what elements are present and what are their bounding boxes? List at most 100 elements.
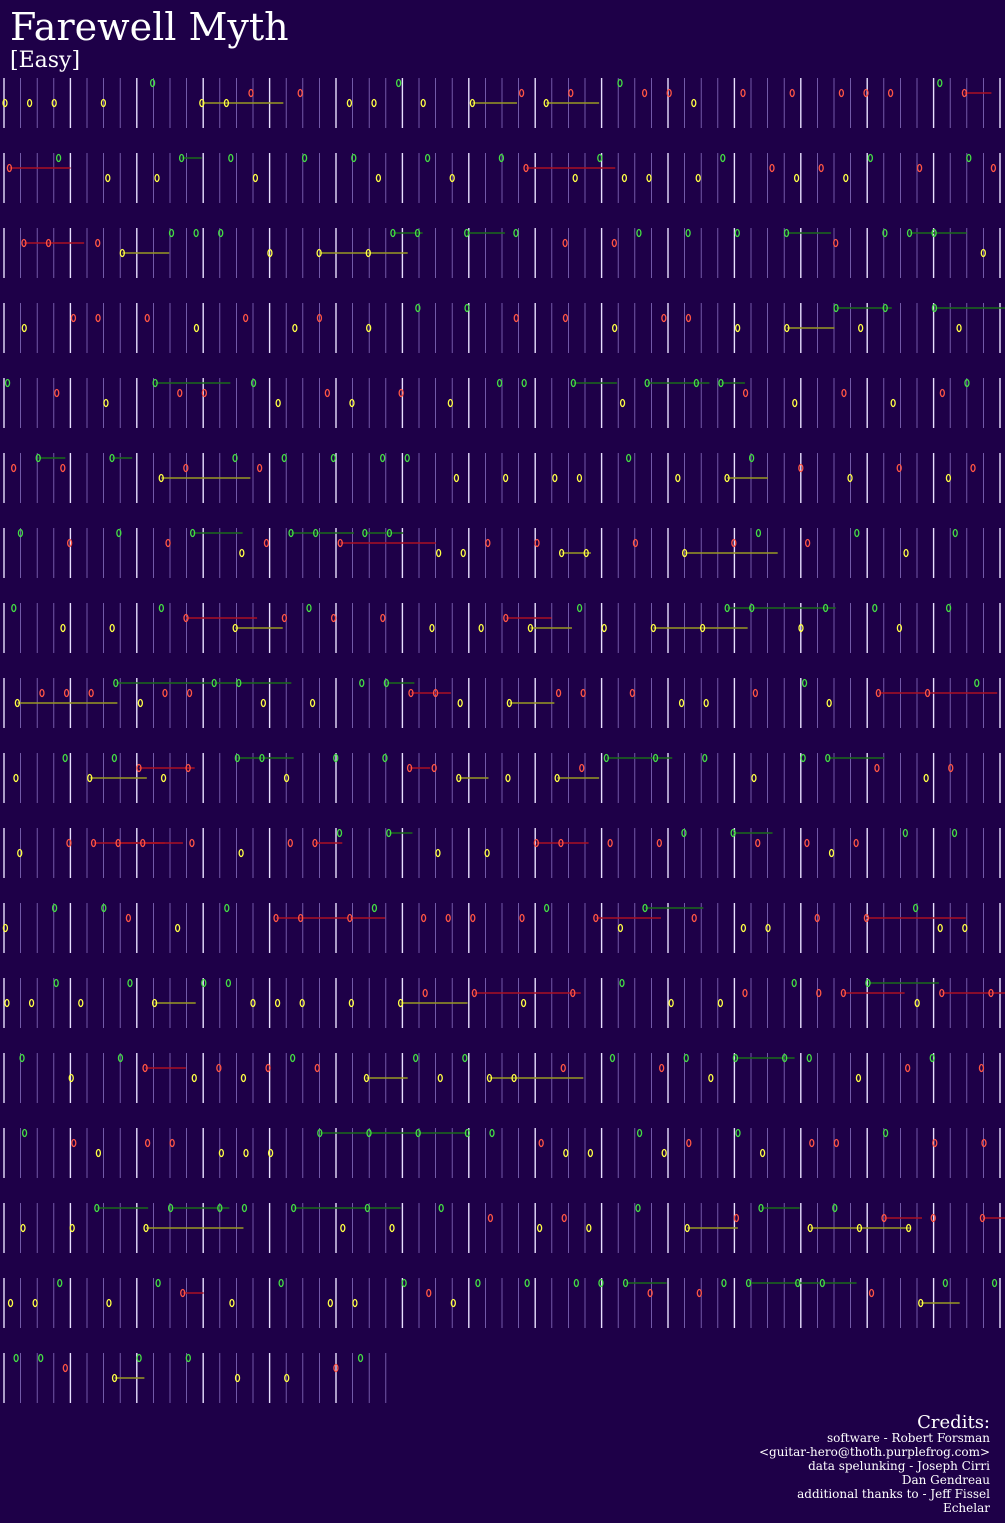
note bbox=[693, 378, 700, 388]
note bbox=[945, 473, 952, 483]
note bbox=[457, 698, 463, 708]
difficulty: [Easy] bbox=[10, 48, 80, 73]
note bbox=[51, 98, 57, 108]
note bbox=[168, 228, 175, 238]
note bbox=[755, 838, 761, 848]
note bbox=[218, 1148, 225, 1158]
note bbox=[330, 613, 337, 623]
note bbox=[489, 1128, 495, 1138]
note bbox=[962, 923, 968, 933]
note bbox=[51, 903, 58, 913]
note bbox=[659, 1063, 665, 1073]
note bbox=[939, 988, 945, 998]
note bbox=[521, 378, 527, 388]
note bbox=[386, 828, 392, 838]
note bbox=[113, 678, 119, 688]
note bbox=[142, 1063, 148, 1073]
note bbox=[189, 838, 195, 848]
note bbox=[826, 698, 832, 708]
note bbox=[105, 173, 111, 183]
note bbox=[462, 1053, 468, 1063]
note bbox=[916, 163, 923, 173]
note bbox=[143, 1223, 149, 1233]
note bbox=[401, 1278, 407, 1288]
note bbox=[570, 378, 577, 388]
note bbox=[180, 1288, 186, 1298]
note bbox=[404, 453, 410, 463]
note bbox=[964, 378, 970, 388]
note bbox=[390, 228, 396, 238]
note bbox=[527, 623, 534, 633]
note bbox=[21, 1128, 28, 1138]
note bbox=[109, 453, 115, 463]
note bbox=[580, 688, 586, 698]
note bbox=[708, 1073, 714, 1083]
note bbox=[158, 473, 164, 483]
note bbox=[819, 1278, 825, 1288]
note bbox=[520, 998, 527, 1008]
note bbox=[865, 978, 871, 988]
credit-line: <guitar-hero@thoth.purplefrog.com> bbox=[759, 1445, 990, 1459]
note bbox=[183, 463, 189, 473]
note bbox=[265, 1063, 271, 1073]
note bbox=[735, 1128, 741, 1138]
note bbox=[629, 688, 636, 698]
note bbox=[956, 323, 962, 333]
credits: Credits: software - Robert Forsman<guita… bbox=[759, 1412, 990, 1515]
note bbox=[644, 378, 650, 388]
note bbox=[825, 753, 831, 763]
note bbox=[856, 1223, 863, 1233]
note bbox=[740, 88, 746, 98]
note bbox=[26, 98, 33, 108]
note bbox=[740, 923, 747, 933]
note bbox=[39, 688, 45, 698]
note bbox=[534, 538, 540, 548]
note bbox=[239, 548, 245, 558]
note bbox=[464, 303, 470, 313]
note bbox=[906, 228, 913, 238]
note bbox=[306, 603, 312, 613]
note bbox=[432, 688, 439, 698]
note bbox=[398, 388, 404, 398]
note bbox=[349, 398, 355, 408]
note bbox=[165, 538, 171, 548]
note bbox=[351, 153, 357, 163]
note bbox=[847, 473, 853, 483]
note bbox=[568, 88, 574, 98]
note bbox=[930, 1213, 936, 1223]
note bbox=[243, 1148, 249, 1158]
note bbox=[807, 1223, 813, 1233]
note bbox=[20, 1223, 26, 1233]
note bbox=[681, 548, 688, 558]
note bbox=[822, 603, 829, 613]
note bbox=[961, 88, 968, 98]
note bbox=[732, 1053, 739, 1063]
note bbox=[646, 173, 652, 183]
note bbox=[636, 228, 642, 238]
note bbox=[299, 998, 305, 1008]
note bbox=[87, 773, 93, 783]
note bbox=[502, 473, 509, 483]
note bbox=[259, 753, 265, 763]
note bbox=[14, 698, 21, 708]
note bbox=[327, 1298, 333, 1308]
note bbox=[939, 388, 946, 398]
note bbox=[160, 773, 167, 783]
note bbox=[217, 1203, 223, 1213]
note bbox=[414, 228, 421, 238]
note bbox=[155, 1278, 161, 1288]
note bbox=[103, 398, 109, 408]
note bbox=[152, 378, 158, 388]
note bbox=[340, 1223, 346, 1233]
note bbox=[484, 848, 490, 858]
note bbox=[450, 1298, 456, 1308]
note bbox=[60, 623, 66, 633]
note bbox=[801, 678, 808, 688]
note bbox=[250, 378, 257, 388]
note bbox=[449, 173, 455, 183]
note bbox=[881, 1213, 887, 1223]
note bbox=[523, 163, 529, 173]
note bbox=[117, 1053, 124, 1063]
song-title: Farewell Myth bbox=[10, 5, 289, 49]
